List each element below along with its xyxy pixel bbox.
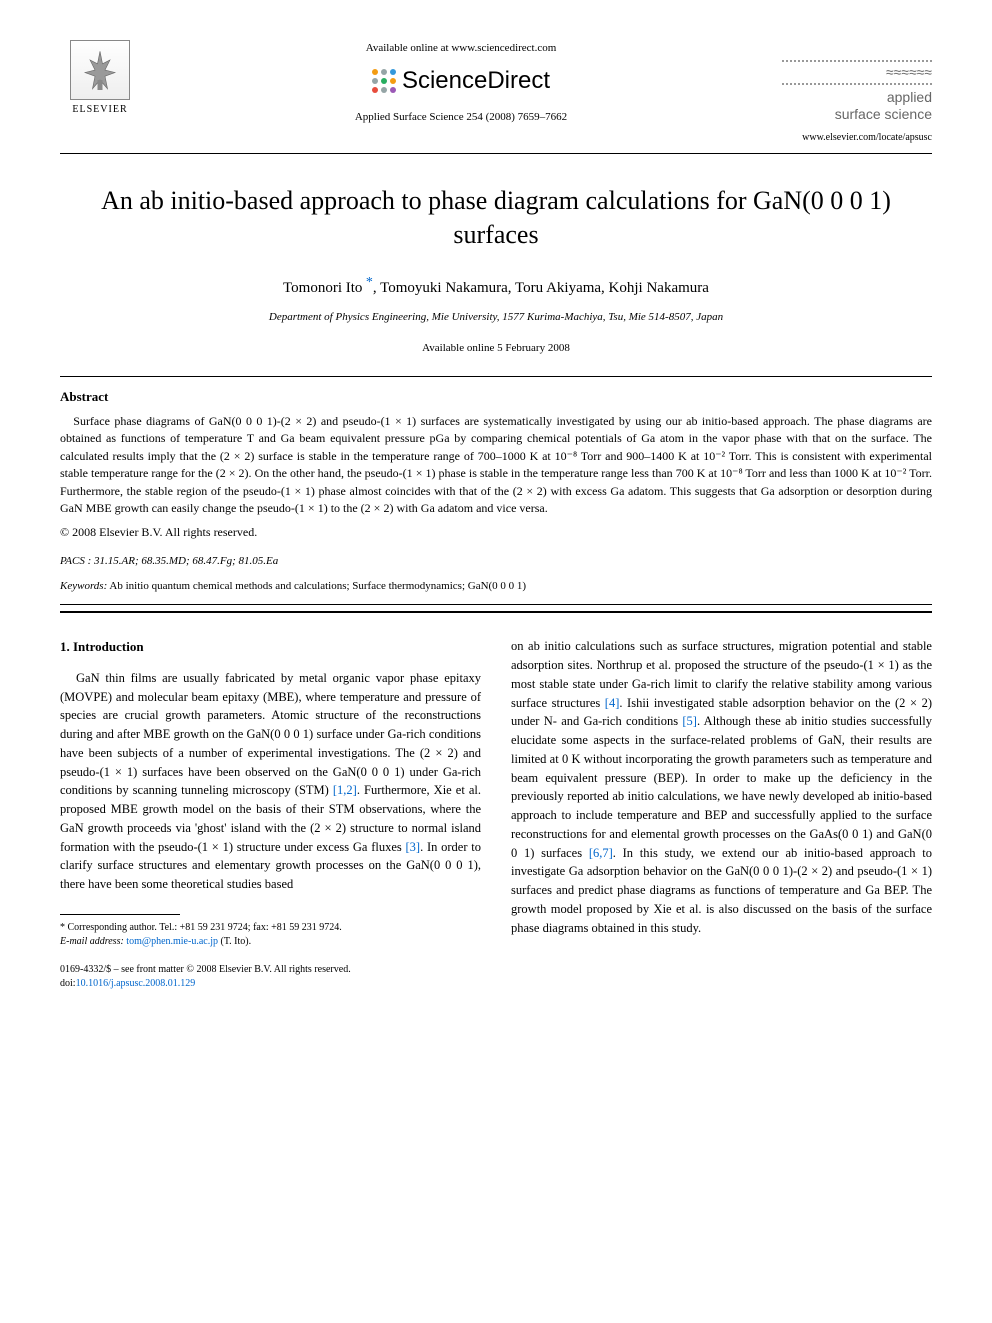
sciencedirect-dots-icon: [372, 69, 396, 93]
email-label: E-mail address:: [60, 936, 124, 947]
article-title: An ab initio-based approach to phase dia…: [100, 184, 892, 252]
abstract-body: Surface phase diagrams of GaN(0 0 0 1)-(…: [60, 414, 932, 515]
abstract-text: Surface phase diagrams of GaN(0 0 0 1)-(…: [60, 413, 932, 517]
journal-logo: ≈≈≈≈≈≈ applied surface science: [782, 60, 932, 122]
divider: [60, 376, 932, 377]
elsevier-logo: ELSEVIER: [60, 40, 140, 117]
keywords-label: Keywords:: [60, 580, 107, 592]
keywords-line: Keywords: Ab initio quantum chemical met…: [60, 578, 932, 595]
affiliation: Department of Physics Engineering, Mie U…: [60, 309, 932, 326]
doi-line: doi:10.1016/j.apsusc.2008.01.129: [60, 977, 481, 991]
reference-link[interactable]: [4]: [605, 696, 620, 710]
abstract-heading: Abstract: [60, 387, 932, 407]
available-online-text: Available online at www.sciencedirect.co…: [140, 40, 782, 57]
authors-list: Tomonori Ito *, Tomoyuki Nakamura, Toru …: [60, 272, 932, 300]
body-paragraph: GaN thin films are usually fabricated by…: [60, 669, 481, 894]
email-link[interactable]: tom@phen.mie-u.ac.jp: [126, 936, 218, 947]
pacs-line: PACS : 31.15.AR; 68.35.MD; 68.47.Fg; 81.…: [60, 553, 932, 570]
sciencedirect-text: ScienceDirect: [402, 63, 550, 99]
doi-link[interactable]: 10.1016/j.apsusc.2008.01.129: [76, 978, 196, 989]
elsevier-tree-icon: [70, 40, 130, 100]
doi-label: doi:: [60, 978, 76, 989]
publication-date: Available online 5 February 2008: [60, 340, 932, 357]
footnote-separator: [60, 914, 180, 915]
journal-logo-decoration: ≈≈≈≈≈≈: [782, 60, 932, 85]
issn-line: 0169-4332/$ – see front matter © 2008 El…: [60, 963, 481, 977]
email-author-name: (T. Ito).: [220, 936, 251, 947]
footnote-email-line: E-mail address: tom@phen.mie-u.ac.jp (T.…: [60, 935, 481, 949]
pacs-label: PACS :: [60, 555, 91, 567]
section-heading: 1. Introduction: [60, 637, 481, 657]
reference-link[interactable]: [3]: [406, 840, 421, 854]
abstract-section: Abstract Surface phase diagrams of GaN(0…: [60, 387, 932, 541]
center-header: Available online at www.sciencedirect.co…: [140, 40, 782, 125]
pacs-codes: 31.15.AR; 68.35.MD; 68.47.Fg; 81.05.Ea: [94, 555, 278, 567]
journal-reference: Applied Surface Science 254 (2008) 7659–…: [140, 109, 782, 126]
copyright-text: © 2008 Elsevier B.V. All rights reserved…: [60, 523, 932, 541]
article-body: 1. Introduction GaN thin films are usual…: [60, 637, 932, 991]
footnote-contact: * Corresponding author. Tel.: +81 59 231…: [60, 921, 481, 935]
divider: [60, 153, 932, 154]
journal-branding: ≈≈≈≈≈≈ applied surface science www.elsev…: [782, 40, 932, 145]
keywords-text: Ab initio quantum chemical methods and c…: [109, 580, 526, 592]
reference-link[interactable]: [5]: [682, 714, 697, 728]
column-left: 1. Introduction GaN thin films are usual…: [60, 637, 481, 991]
corresponding-author-footnote: * Corresponding author. Tel.: +81 59 231…: [60, 921, 481, 949]
column-right: on ab initio calculations such as surfac…: [511, 637, 932, 991]
page-header: ELSEVIER Available online at www.science…: [60, 40, 932, 145]
journal-url: www.elsevier.com/locate/apsusc: [782, 130, 932, 145]
reference-link[interactable]: [1,2]: [333, 783, 357, 797]
journal-name-line2: surface science: [782, 106, 932, 123]
journal-name-line1: applied: [782, 89, 932, 106]
elsevier-label: ELSEVIER: [72, 102, 127, 117]
body-paragraph: on ab initio calculations such as surfac…: [511, 637, 932, 937]
sciencedirect-logo: ScienceDirect: [140, 63, 782, 99]
footer-info: 0169-4332/$ – see front matter © 2008 El…: [60, 963, 481, 991]
divider: [60, 604, 932, 605]
divider-thick: [60, 611, 932, 613]
reference-link[interactable]: [6,7]: [589, 846, 613, 860]
corresponding-author-mark: *: [362, 275, 373, 290]
